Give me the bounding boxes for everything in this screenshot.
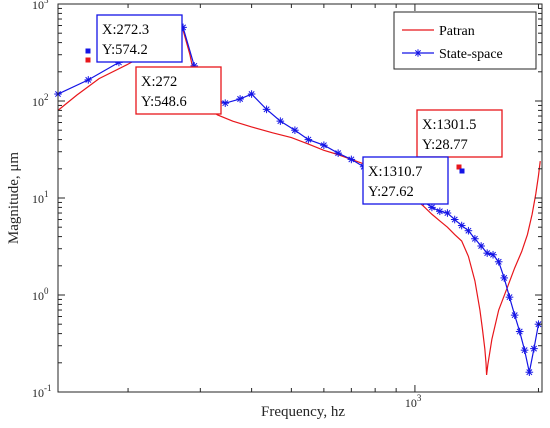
data-point-state-space [510,311,519,319]
data-point-state-space [276,117,285,125]
data-tip: X:272.3 Y:574.2 [85,14,183,63]
data-tip: X:1310.7 Y:27.62 [362,156,465,205]
y-tick-exponent: 1 [44,189,49,199]
y-tick-exponent: 2 [44,92,49,102]
y-tick-exponent: 0 [44,286,49,296]
data-point-state-space [471,234,479,243]
y-axis-title: Magnitude, μm [6,152,22,245]
data-point-state-space [334,149,342,157]
data-tip-box [362,156,449,205]
legend-label: Patran [439,24,475,39]
data-tip: X:272 Y:548.6 [85,57,222,115]
y-tick-exponent: -1 [44,383,52,393]
data-point-state-space [320,141,328,150]
data-tip-x: X:1301.5 [422,117,476,133]
data-tip-y: Y:27.62 [368,184,414,200]
data-tip-x: X:1310.7 [368,164,422,180]
data-tip-box [135,66,222,115]
data-point-state-space [262,105,271,114]
data-tip-marker [85,48,91,54]
x-tick-exponent: 3 [417,393,422,403]
data-tip-marker [456,164,462,170]
data-point-state-space [304,135,313,144]
data-point-state-space [436,207,444,216]
data-point-state-space [84,76,93,84]
data-point-state-space [525,368,534,377]
data-tip-y: Y:574.2 [102,42,148,58]
data-point-state-space [291,126,299,134]
legend-entry-state-space: State-space [402,47,503,62]
legend: Patran State-space [393,11,537,70]
legend-label: State-space [439,47,503,62]
data-tip-x: X:272.3 [102,22,149,38]
data-tip-marker [85,57,91,63]
data-point-state-space [247,90,256,98]
legend-entry-patran: Patran [402,24,475,39]
legend-box [393,11,537,70]
data-point-state-space [477,242,485,250]
data-point-state-space [450,215,459,224]
annotation-layer: X:272.3 Y:574.2 X:272 Y:548.6 X:1301.5 Y:28.7… [85,14,503,205]
data-point-state-space [489,250,497,259]
x-axis-title: Frequency, hz [261,404,345,420]
data-point-state-space [494,257,503,266]
data-point-state-space [236,95,244,103]
y-tick-exponent: 3 [44,0,49,5]
data-point-state-space [428,203,436,212]
data-tip: X:1301.5 Y:28.77 [416,109,503,170]
data-point-state-space [515,327,524,336]
data-point-state-space [530,344,538,353]
data-tip-y: Y:548.6 [141,94,187,110]
data-tip-x: X:272 [141,74,177,90]
data-point-state-space [221,99,230,107]
data-point-state-space [457,221,466,230]
data-point-state-space [500,274,508,282]
y-tick-label: 100 [32,286,49,303]
data-point-state-space [443,209,452,217]
data-point-state-space [483,249,491,257]
y-tick-label: 103 [32,0,49,12]
data-point-state-space [520,346,529,354]
y-tick-label: 101 [32,189,49,206]
data-tip-y: Y:28.77 [422,137,468,153]
y-tick-label: 10-1 [32,383,52,400]
data-point-state-space [464,226,473,235]
data-tip-marker [459,168,465,174]
data-tip-box [416,109,503,158]
x-tick-label: 103 [405,393,422,410]
y-tick-label: 102 [32,92,49,109]
data-point-state-space [347,155,356,164]
data-point-state-space [505,293,514,301]
data-tip-box [96,14,183,63]
